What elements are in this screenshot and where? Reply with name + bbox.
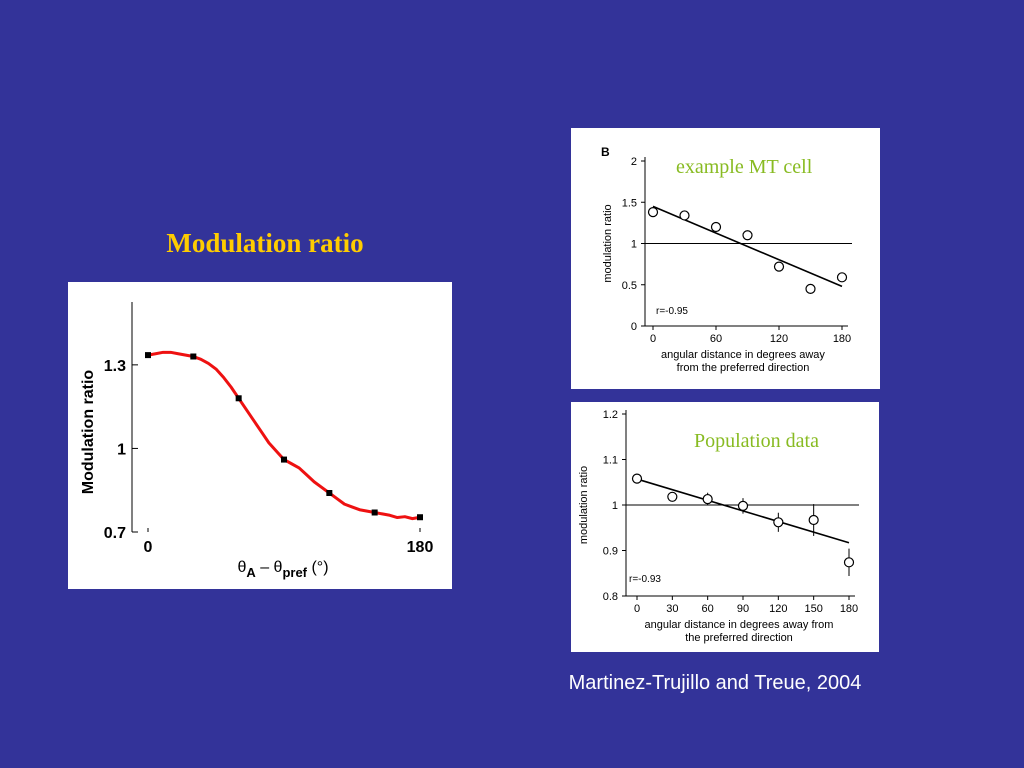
citation: Martinez-Trujillo and Treue, 2004	[568, 672, 862, 694]
y-tick-label: 1.3	[104, 358, 126, 375]
population-chart: 0.8 0.9 1 1.1 1.2 0 30 60 90 120 150 180 modulation …	[578, 409, 859, 644]
y-tick-label: 0.8	[603, 591, 618, 603]
x-tick-label: 60	[702, 603, 714, 615]
data-point	[667, 491, 678, 502]
data-point	[773, 261, 785, 272]
x-axis-label-line2: the preferred direction	[685, 632, 793, 644]
y-axis-label: Modulation ratio	[80, 370, 97, 495]
y-tick-label: 1.2	[603, 409, 618, 421]
data-marker	[281, 456, 287, 463]
x-tick-label: 30	[666, 603, 678, 615]
data-marker	[326, 490, 333, 496]
data-marker	[371, 509, 378, 516]
modulation-ratio-chart: 0.7 1 1.3 0 180 Modulation ratio θA – θpref (°…	[80, 302, 434, 580]
data-point	[836, 272, 848, 283]
y-tick-label: 1	[612, 500, 618, 512]
data-point	[808, 514, 819, 526]
x-tick-label: 0	[650, 333, 656, 345]
example-cell-chart-panel: B 0 0.5 1 1.5 2 0 60 120 180 modulation ratio angul…	[571, 128, 880, 389]
y-tick-label: 0.9	[603, 546, 618, 558]
data-point	[805, 283, 816, 294]
y-axis-label: modulation ratio	[602, 204, 614, 282]
slide-title: Modulation ratio	[166, 228, 364, 258]
x-tick-label: 0	[144, 539, 153, 556]
x-tick-label: 180	[833, 333, 851, 345]
modulation-curve	[147, 350, 421, 521]
y-tick-label: 0.7	[104, 525, 126, 542]
modulation-ratio-chart-panel: 0.7 1 1.3 0 180 Modulation ratio θA – θpref (°…	[68, 282, 452, 589]
example-cell-annotation: example MT cell	[676, 156, 813, 178]
data-point	[773, 517, 784, 528]
data-marker	[190, 353, 197, 360]
data-point	[737, 500, 749, 512]
x-tick-label: 60	[710, 333, 722, 345]
data-point	[742, 230, 753, 241]
data-point	[679, 210, 690, 221]
x-tick-label: 90	[737, 603, 749, 615]
x-axis-label: θA – θpref (°)	[237, 559, 328, 580]
data-point	[710, 221, 722, 233]
correlation-label: r=-0.93	[629, 574, 661, 585]
x-tick-label: 0	[634, 603, 640, 615]
x-tick-label: 180	[407, 539, 434, 556]
data-marker	[417, 514, 423, 521]
example-cell-chart: B 0 0.5 1 1.5 2 0 60 120 180 modulation ratio angul…	[601, 145, 852, 374]
x-axis-label-line2: from the preferred direction	[677, 362, 810, 374]
x-tick-label: 180	[840, 603, 858, 615]
y-tick-label: 0	[631, 321, 637, 333]
y-tick-label: 1	[631, 239, 637, 251]
x-axis-label: angular distance in degrees away from	[645, 619, 834, 631]
x-tick-label: 120	[769, 603, 787, 615]
data-point	[631, 473, 643, 484]
data-marker	[145, 352, 151, 359]
x-tick-label: 150	[804, 603, 822, 615]
y-tick-label: 1.5	[622, 197, 637, 209]
data-point	[843, 557, 855, 568]
y-axis-label: modulation ratio	[578, 466, 590, 544]
panel-letter: B	[601, 145, 610, 159]
data-point	[702, 493, 713, 505]
correlation-label: r=-0.95	[656, 306, 688, 317]
x-tick-label: 120	[770, 333, 788, 345]
population-chart-panel: 0.8 0.9 1 1.1 1.2 0 30 60 90 120 150 180 modulation …	[571, 402, 879, 652]
y-tick-label: 1.1	[603, 455, 618, 467]
y-tick-label: 0.5	[622, 280, 637, 292]
data-point	[647, 207, 659, 218]
y-tick-label: 2	[631, 156, 637, 168]
population-annotation: Population data	[694, 430, 819, 452]
x-axis-label: angular distance in degrees away	[661, 349, 825, 361]
y-tick-label: 1	[117, 441, 126, 458]
data-marker	[235, 395, 242, 402]
